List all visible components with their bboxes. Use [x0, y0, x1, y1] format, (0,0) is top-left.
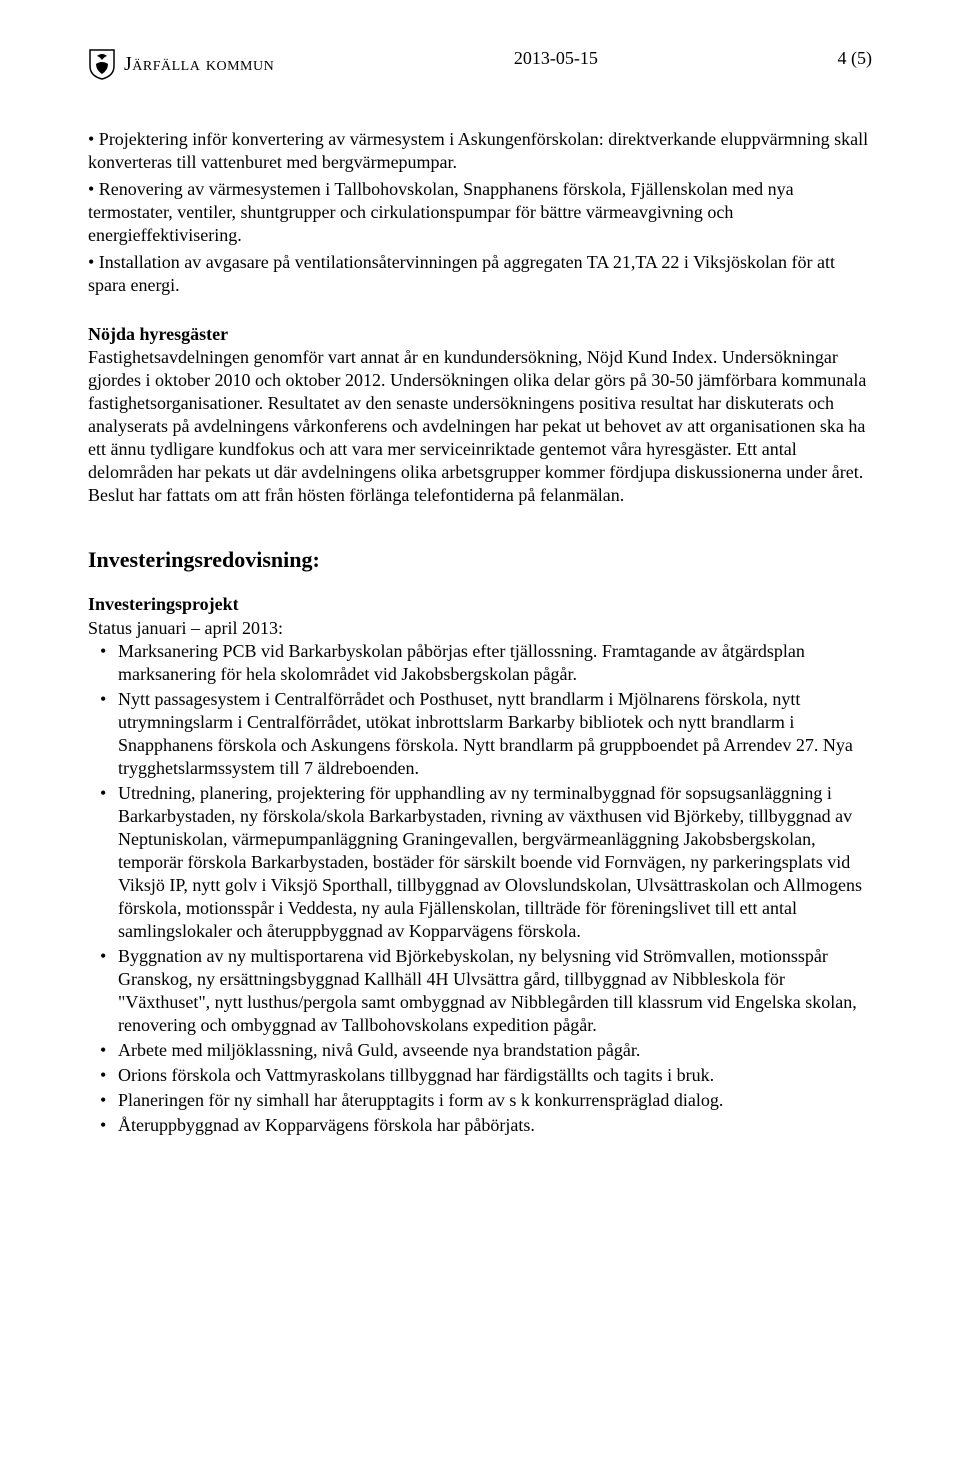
- page-number: 4 (5): [838, 48, 873, 69]
- body-content: • Projektering inför konvertering av vär…: [88, 128, 872, 1137]
- top-bullet-2: • Renovering av värmesystemen i Tallboho…: [88, 178, 872, 247]
- page-header: Järfälla kommun 2013-05-15 4 (5): [88, 48, 872, 80]
- invest-heading: Investeringsredovisning:: [88, 547, 872, 573]
- paragraph-text: • Renovering av värmesystemen i Tallboho…: [88, 178, 872, 247]
- org-name: Järfälla kommun: [124, 53, 274, 76]
- paragraph-text: • Installation av avgasare på ventilatio…: [88, 251, 872, 297]
- nojda-heading: Nöjda hyresgäster: [88, 323, 872, 346]
- header-left: Järfälla kommun: [88, 48, 274, 80]
- list-item: Orions förskola och Vattmyraskolans till…: [88, 1064, 872, 1087]
- list-item: Byggnation av ny multisportarena vid Bjö…: [88, 945, 872, 1037]
- list-item: Arbete med miljöklassning, nivå Guld, av…: [88, 1039, 872, 1062]
- project-list: Marksanering PCB vid Barkarbyskolan påbö…: [88, 640, 872, 1138]
- list-item: Nytt passagesystem i Centralförrådet och…: [88, 688, 872, 780]
- document-page: Järfälla kommun 2013-05-15 4 (5) • Proje…: [0, 0, 960, 1469]
- header-date: 2013-05-15: [514, 48, 598, 69]
- paragraph-text: • Projektering inför konvertering av vär…: [88, 128, 872, 174]
- list-item: Återuppbyggnad av Kopparvägens förskola …: [88, 1114, 872, 1137]
- list-item: Planeringen för ny simhall har återuppta…: [88, 1089, 872, 1112]
- invest-subheading: Investeringsprojekt: [88, 593, 872, 616]
- top-bullet-3: • Installation av avgasare på ventilatio…: [88, 251, 872, 297]
- list-item: Marksanering PCB vid Barkarbyskolan påbö…: [88, 640, 872, 686]
- list-item: Utredning, planering, projektering för u…: [88, 782, 872, 943]
- nojda-body: Fastighetsavdelningen genomför vart anna…: [88, 346, 872, 507]
- top-bullet-1: • Projektering inför konvertering av vär…: [88, 128, 872, 174]
- status-line: Status januari – april 2013:: [88, 617, 872, 640]
- municipal-crest-icon: [88, 48, 116, 80]
